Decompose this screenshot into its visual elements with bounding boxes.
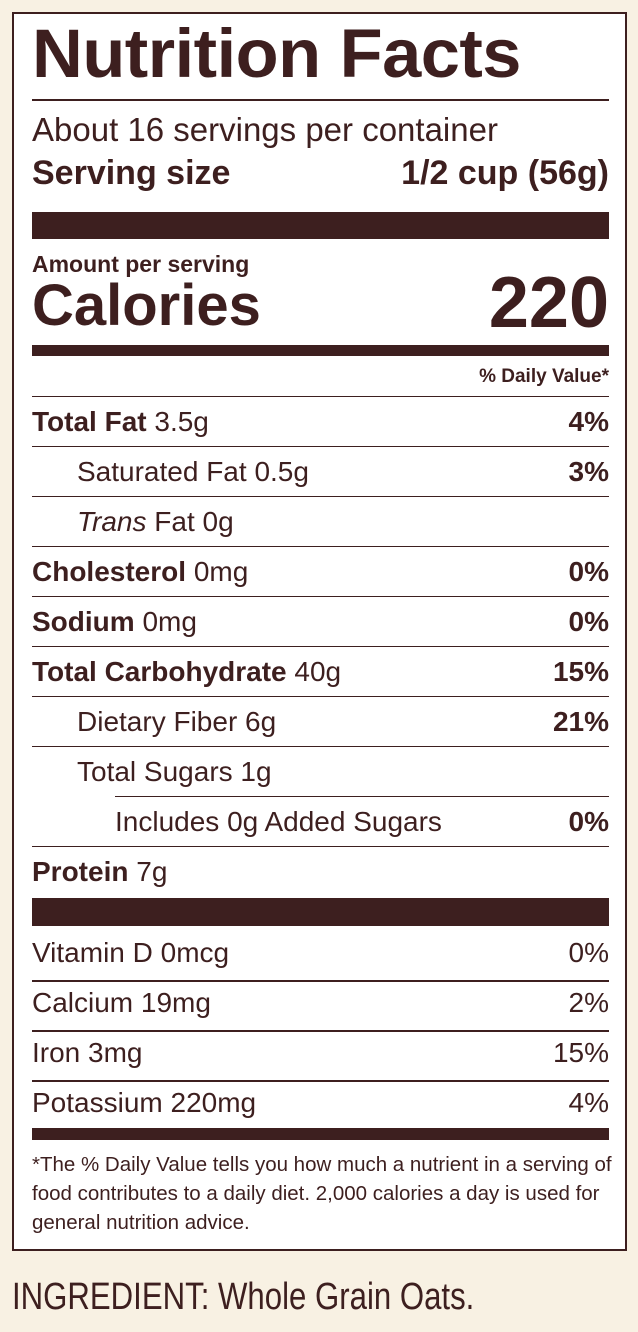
vitamin-row-potassium: Potassium 220mg 4% (32, 1078, 609, 1128)
nutrient-amount: 6g (245, 705, 277, 737)
label-title: Nutrition Facts (32, 15, 521, 92)
ingredients: INGREDIENT: Whole Grain Oats. (12, 1276, 475, 1318)
divider (32, 99, 609, 101)
thick-divider (32, 212, 609, 239)
nutrient-name: Protein (32, 855, 129, 887)
divider (32, 980, 609, 982)
nutrient-amount: 1g (240, 755, 272, 787)
nutrient-dv: 3% (568, 455, 609, 487)
serving-size-value: 1/2 cup (56g) (401, 154, 609, 192)
nutrient-row-saturated-fat: Saturated Fat 0.5g 3% (32, 446, 609, 496)
vitamin-name: Vitamin D 0mcg (32, 937, 230, 968)
vitamin-name: Iron 3mg (32, 1037, 143, 1068)
nutrient-amount: 0.5g (254, 455, 309, 487)
footnote: *The % Daily Value tells you how much a … (32, 1153, 612, 1234)
divider (32, 1080, 609, 1082)
nutrient-row-protein: Protein 7g (32, 846, 609, 896)
nutrient-row-dietary-fiber: Dietary Fiber 6g 21% (32, 696, 609, 746)
nutrient-amount: 0mg (142, 605, 197, 637)
nutrient-dv: 4% (568, 405, 609, 437)
nutrient-name: Cholesterol (32, 555, 187, 587)
nutrient-row-cholesterol: Cholesterol 0mg 0% (32, 546, 609, 596)
medium-divider (32, 345, 609, 356)
vitamin-dv: 2% (568, 987, 609, 1018)
daily-value-header: % Daily Value* (479, 366, 609, 387)
nutrient-dv: 0% (568, 805, 609, 837)
nutrient-name: Total Fat (32, 405, 147, 437)
nutrient-dv: 21% (552, 705, 609, 737)
serving-size: Serving size 1/2 cup (56g) (32, 154, 609, 193)
nutrient-name: Total Carbohydrate (32, 655, 287, 687)
nutrient-name-suffix: Fat (154, 505, 195, 537)
nutrient-dv: 15% (552, 655, 609, 687)
vitamin-dv: 4% (568, 1087, 609, 1118)
nutrient-row-total-fat: Total Fat 3.5g 4% (32, 396, 609, 446)
calories-value: 220 (488, 263, 609, 343)
nutrient-amount: 0g (202, 505, 234, 537)
vitamin-row-calcium: Calcium 19mg 2% (32, 978, 609, 1028)
nutrient-row-added-sugars: Includes 0g Added Sugars 0% (115, 796, 609, 846)
nutrient-row-trans-fat: Trans Fat 0g (32, 496, 609, 546)
nutrient-name: Total Sugars (77, 755, 233, 787)
nutrient-row-total-sugars: Total Sugars 1g (32, 746, 609, 796)
nutrient-amount: 7g (136, 855, 168, 887)
nutrient-name: Saturated Fat (77, 455, 247, 487)
nutrient-row-sodium: Sodium 0mg 0% (32, 596, 609, 646)
medium-divider (32, 1128, 609, 1140)
nutrient-dv: 0% (568, 555, 609, 587)
nutrient-name: Includes 0g Added Sugars (115, 805, 442, 837)
vitamin-name: Calcium 19mg (32, 987, 211, 1018)
nutrient-dv: 0% (568, 605, 609, 637)
vitamin-name: Potassium 220mg (32, 1087, 257, 1118)
calories-label: Calories (32, 273, 261, 338)
nutrient-name: Trans (77, 505, 147, 537)
servings-per-container: About 16 servings per container (32, 111, 498, 148)
nutrient-name: Sodium (32, 605, 135, 637)
vitamin-dv: 0% (568, 937, 609, 968)
nutrient-amount: 3.5g (154, 405, 209, 437)
vitamin-dv: 15% (552, 1037, 609, 1068)
nutrient-amount: 40g (294, 655, 342, 687)
vitamin-row-iron: Iron 3mg 15% (32, 1028, 609, 1078)
serving-size-label: Serving size (32, 154, 231, 192)
divider (32, 1030, 609, 1032)
nutrient-row-total-carbohydrate: Total Carbohydrate 40g 15% (32, 646, 609, 696)
vitamin-row-vitamin-d: Vitamin D 0mcg 0% (32, 928, 609, 978)
thick-divider (32, 898, 609, 926)
nutrient-amount: 0mg (193, 555, 249, 587)
amount-per-serving: Amount per serving (32, 251, 250, 277)
nutrient-name: Dietary Fiber (77, 705, 238, 737)
